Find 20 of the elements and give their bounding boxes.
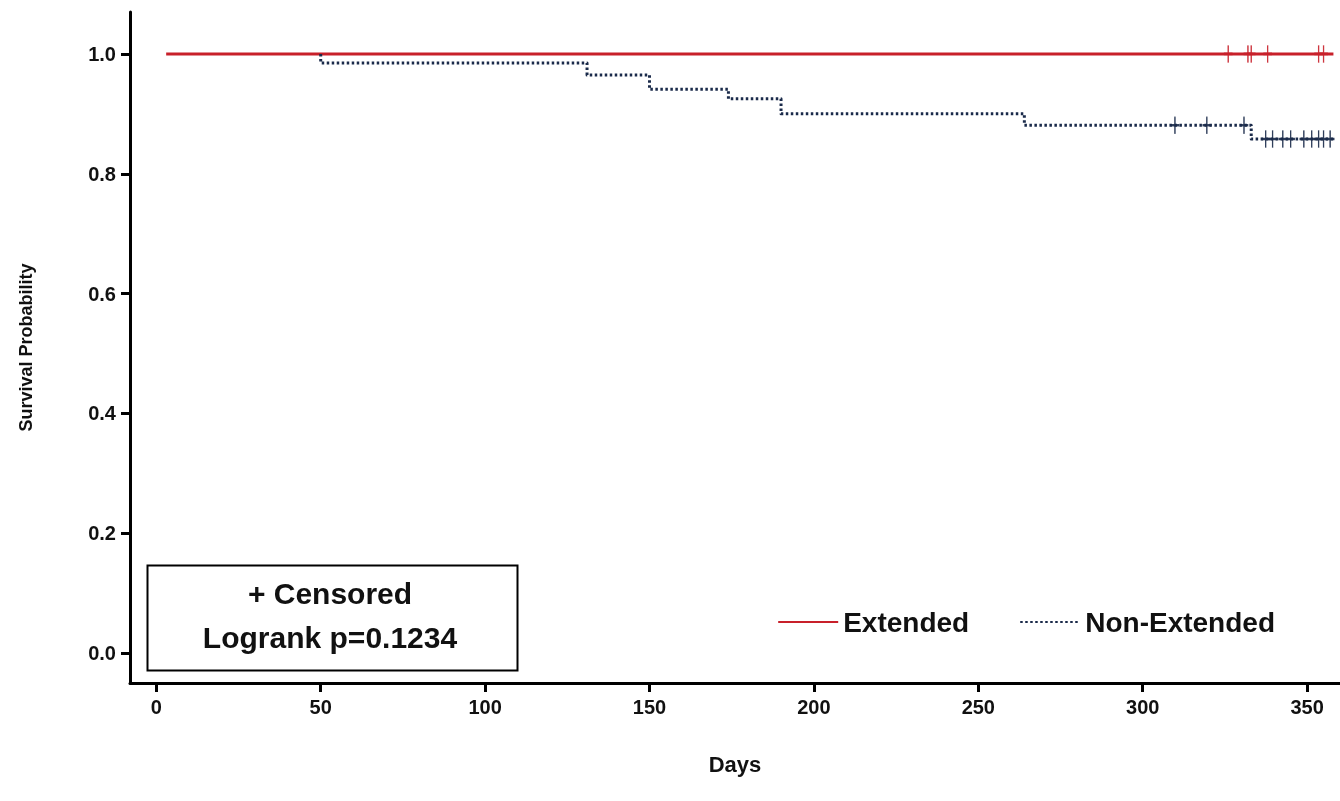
y-axis-title: Survival Probability bbox=[16, 263, 36, 432]
y-tick-label: 0.6 bbox=[88, 282, 116, 305]
y-tick-label: 0.4 bbox=[88, 402, 117, 425]
y-tick-label: 1.0 bbox=[88, 42, 116, 65]
x-tick-label: 250 bbox=[961, 696, 995, 718]
x-tick-label: 350 bbox=[1290, 696, 1324, 718]
y-tick-label: 0.8 bbox=[88, 162, 116, 185]
x-axis-title: Days bbox=[708, 751, 762, 777]
annotation: Logrank p=0.1234 bbox=[202, 620, 458, 654]
legend-label: Extended bbox=[843, 606, 970, 638]
x-tick-label: 0 bbox=[150, 696, 162, 718]
x-tick-label: 200 bbox=[797, 696, 831, 718]
y-tick-label: 0.0 bbox=[88, 642, 116, 665]
x-tick-label: 100 bbox=[468, 696, 502, 718]
x-tick-label: 50 bbox=[309, 696, 332, 718]
annotation: + Censored bbox=[247, 576, 413, 610]
y-tick-label: 0.2 bbox=[88, 522, 116, 545]
legend-label: Non-Extended bbox=[1085, 606, 1275, 638]
x-tick-label: 300 bbox=[1126, 696, 1160, 718]
x-tick-label: 150 bbox=[632, 696, 667, 718]
